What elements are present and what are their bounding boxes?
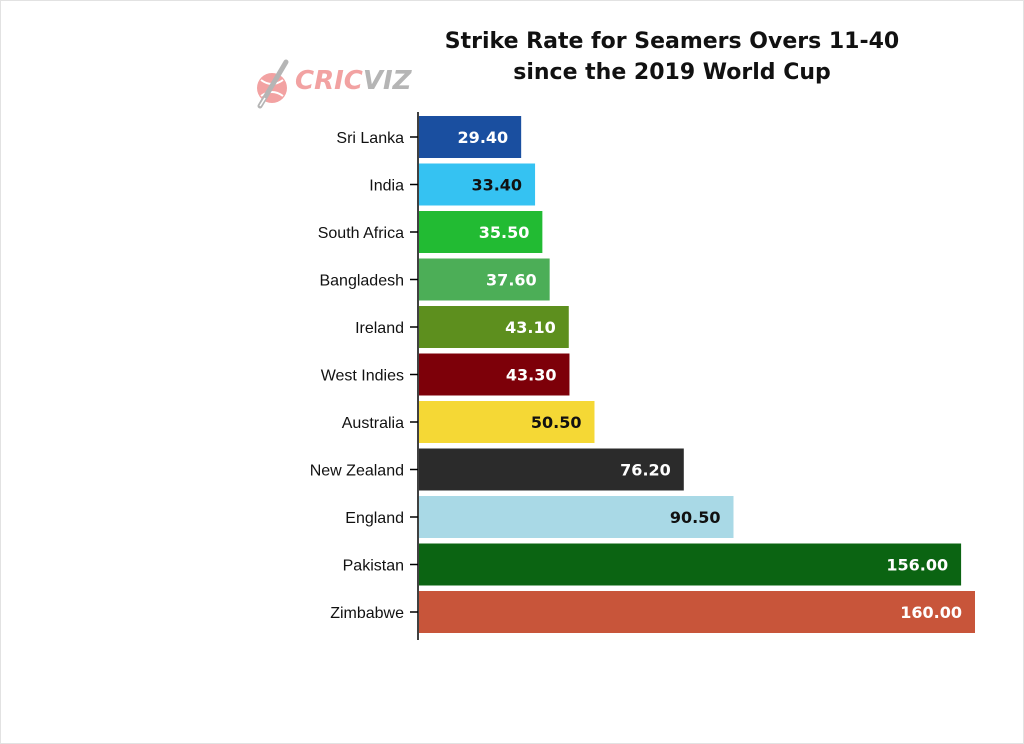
value-label-new-zealand: 76.20 [620, 461, 671, 480]
value-label-ireland: 43.10 [505, 318, 556, 337]
category-label-australia: Australia [342, 415, 404, 432]
category-label-south-africa: South Africa [318, 225, 404, 242]
bar-new-zealand [419, 448, 684, 491]
chart-subtitle: since the 2019 World Cup [513, 60, 831, 85]
bar-pakistan [419, 543, 962, 586]
value-label-sri-lanka: 29.40 [458, 128, 509, 147]
bar-ireland [419, 306, 569, 348]
bar-sri-lanka [419, 116, 522, 158]
category-label-england: England [345, 510, 404, 527]
bar-australia [419, 401, 595, 443]
bar-england [419, 496, 734, 538]
category-label-zimbabwe: Zimbabwe [330, 605, 404, 622]
chart-title: Strike Rate for Seamers Overs 11-40 [444, 29, 900, 54]
cricviz-logo: CRICVIZ [252, 58, 412, 110]
category-label-pakistan: Pakistan [343, 558, 404, 575]
bars-group: Sri Lanka 29.40 India 33.40 South Africa 35.5… [310, 116, 975, 633]
value-label-india: 33.40 [471, 176, 522, 195]
category-label-west-indies: West Indies [321, 368, 404, 385]
bar-west-indies [419, 353, 570, 396]
value-label-england: 90.50 [670, 508, 721, 527]
logo-text-viz: VIZ [362, 66, 412, 96]
value-label-australia: 50.50 [531, 413, 582, 432]
bar-south-africa [419, 211, 543, 253]
category-label-ireland: Ireland [355, 320, 404, 337]
category-label-sri-lanka: Sri Lanka [336, 130, 404, 147]
bar-zimbabwe [419, 591, 975, 633]
value-label-bangladesh: 37.60 [486, 271, 537, 290]
logo-text: CRICVIZ [295, 66, 412, 96]
value-label-pakistan: 156.00 [886, 556, 948, 575]
value-label-west-indies: 43.30 [506, 366, 557, 385]
category-label-new-zealand: New Zealand [310, 463, 404, 480]
bar-bangladesh [419, 258, 550, 301]
cricket-ball-bat-icon [257, 59, 289, 109]
logo-text-cric: CRIC [295, 66, 363, 96]
value-label-zimbabwe: 160.00 [900, 603, 962, 622]
bar-india [419, 163, 536, 206]
chart-title-block: Strike Rate for Seamers Overs 11-40 sinc… [372, 26, 972, 88]
category-label-india: India [369, 178, 404, 195]
value-label-south-africa: 35.50 [479, 223, 530, 242]
category-label-bangladesh: Bangladesh [319, 273, 404, 290]
